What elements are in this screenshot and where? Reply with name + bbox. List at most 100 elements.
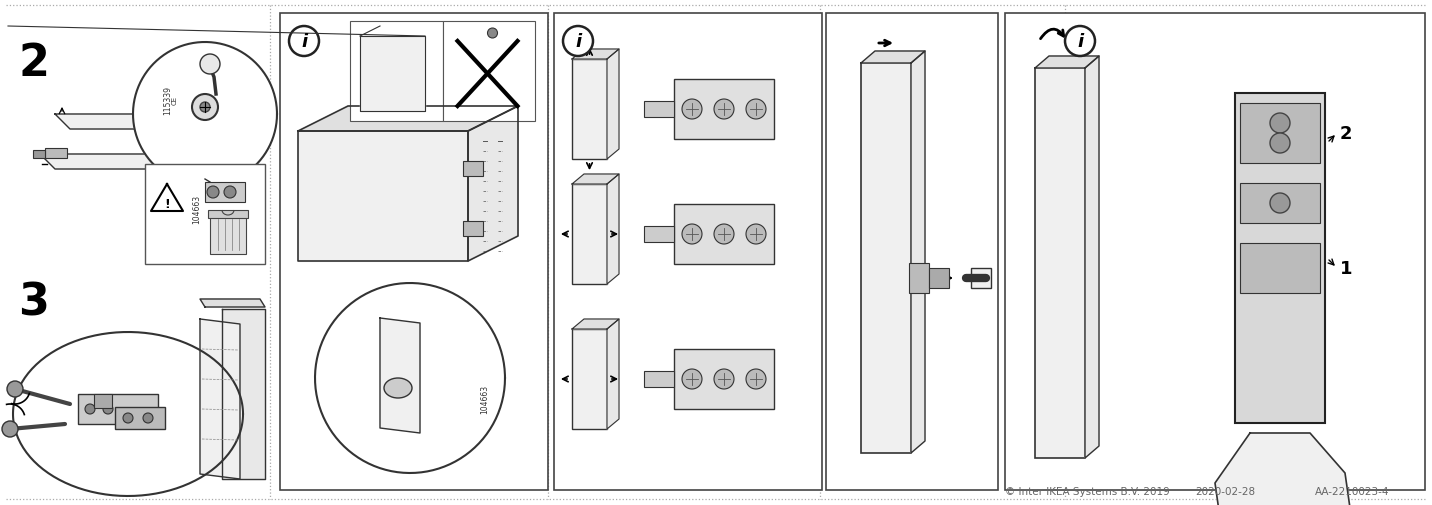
Polygon shape bbox=[607, 175, 619, 284]
Circle shape bbox=[1065, 27, 1095, 57]
Polygon shape bbox=[1035, 57, 1098, 69]
Polygon shape bbox=[200, 319, 241, 479]
Polygon shape bbox=[54, 115, 245, 130]
Bar bbox=[644, 371, 674, 387]
Circle shape bbox=[1, 421, 19, 437]
Polygon shape bbox=[1085, 57, 1098, 458]
Polygon shape bbox=[133, 43, 276, 187]
Polygon shape bbox=[607, 319, 619, 429]
Circle shape bbox=[682, 369, 702, 389]
Bar bbox=[205, 183, 245, 203]
Circle shape bbox=[563, 27, 593, 57]
Bar bbox=[826, 14, 998, 490]
Circle shape bbox=[746, 100, 766, 120]
Ellipse shape bbox=[384, 378, 412, 398]
Bar bbox=[222, 117, 233, 125]
Bar bbox=[463, 222, 483, 236]
Bar bbox=[1234, 94, 1325, 423]
Circle shape bbox=[7, 381, 23, 397]
Text: 2020-02-28: 2020-02-28 bbox=[1194, 486, 1254, 496]
Bar bbox=[211, 217, 246, 255]
Polygon shape bbox=[200, 299, 265, 308]
Bar bbox=[644, 102, 674, 118]
Circle shape bbox=[289, 27, 319, 57]
Circle shape bbox=[1270, 114, 1290, 134]
Bar bbox=[188, 109, 199, 117]
Polygon shape bbox=[222, 310, 265, 479]
Polygon shape bbox=[13, 332, 243, 496]
Polygon shape bbox=[1214, 433, 1355, 505]
Text: © Inter IKEA Systems B.V. 2019: © Inter IKEA Systems B.V. 2019 bbox=[1005, 486, 1170, 496]
Text: AA-2210023-4: AA-2210023-4 bbox=[1315, 486, 1389, 496]
Text: CE: CE bbox=[172, 95, 178, 105]
Text: 1: 1 bbox=[1340, 260, 1352, 277]
Bar bbox=[644, 227, 674, 242]
Bar bbox=[1240, 104, 1320, 164]
Bar bbox=[281, 14, 548, 490]
Bar bbox=[463, 162, 483, 177]
Polygon shape bbox=[861, 52, 925, 64]
Polygon shape bbox=[911, 52, 925, 453]
Polygon shape bbox=[150, 185, 183, 212]
Polygon shape bbox=[571, 175, 619, 185]
Bar bbox=[1240, 184, 1320, 224]
Bar bbox=[349, 22, 442, 122]
Polygon shape bbox=[359, 37, 425, 112]
Polygon shape bbox=[379, 318, 420, 433]
Polygon shape bbox=[468, 107, 518, 262]
Bar bbox=[571, 60, 607, 160]
Text: 104663: 104663 bbox=[192, 194, 202, 224]
Bar bbox=[929, 269, 949, 288]
Bar bbox=[33, 150, 44, 159]
Bar bbox=[442, 22, 536, 122]
Circle shape bbox=[208, 187, 219, 198]
Bar bbox=[971, 269, 991, 288]
Text: i: i bbox=[574, 33, 581, 51]
Polygon shape bbox=[298, 132, 468, 262]
Polygon shape bbox=[571, 50, 619, 60]
Circle shape bbox=[200, 103, 211, 113]
Bar bbox=[165, 107, 188, 117]
Circle shape bbox=[715, 225, 735, 244]
Polygon shape bbox=[315, 283, 505, 473]
Text: i: i bbox=[1077, 33, 1083, 51]
Circle shape bbox=[715, 100, 735, 120]
Polygon shape bbox=[607, 50, 619, 160]
Bar bbox=[909, 264, 929, 293]
Circle shape bbox=[746, 225, 766, 244]
Circle shape bbox=[1270, 193, 1290, 214]
Bar bbox=[208, 211, 248, 219]
Circle shape bbox=[223, 187, 236, 198]
Circle shape bbox=[682, 100, 702, 120]
Text: 104663: 104663 bbox=[481, 384, 490, 413]
Bar bbox=[1240, 243, 1320, 293]
Circle shape bbox=[123, 413, 133, 423]
Bar bbox=[571, 329, 607, 429]
Bar bbox=[77, 394, 158, 424]
Polygon shape bbox=[40, 155, 231, 170]
Bar bbox=[1005, 14, 1425, 490]
Text: 2: 2 bbox=[19, 42, 49, 85]
Bar bbox=[1035, 69, 1085, 458]
Bar bbox=[145, 165, 265, 265]
Bar bbox=[95, 394, 112, 408]
Bar bbox=[554, 14, 822, 490]
Text: i: i bbox=[301, 33, 306, 51]
Circle shape bbox=[84, 404, 95, 414]
Circle shape bbox=[192, 95, 218, 121]
Circle shape bbox=[715, 369, 735, 389]
Circle shape bbox=[682, 225, 702, 244]
Circle shape bbox=[143, 413, 153, 423]
Bar bbox=[674, 80, 775, 140]
Polygon shape bbox=[298, 107, 518, 132]
Bar bbox=[571, 185, 607, 284]
Text: 115339: 115339 bbox=[163, 85, 172, 114]
Circle shape bbox=[200, 55, 221, 75]
Text: 3: 3 bbox=[19, 281, 49, 324]
Circle shape bbox=[487, 29, 497, 39]
Bar bbox=[200, 115, 222, 125]
Circle shape bbox=[103, 404, 113, 414]
Polygon shape bbox=[571, 319, 619, 329]
Text: !: ! bbox=[165, 198, 170, 211]
Bar bbox=[115, 407, 165, 429]
